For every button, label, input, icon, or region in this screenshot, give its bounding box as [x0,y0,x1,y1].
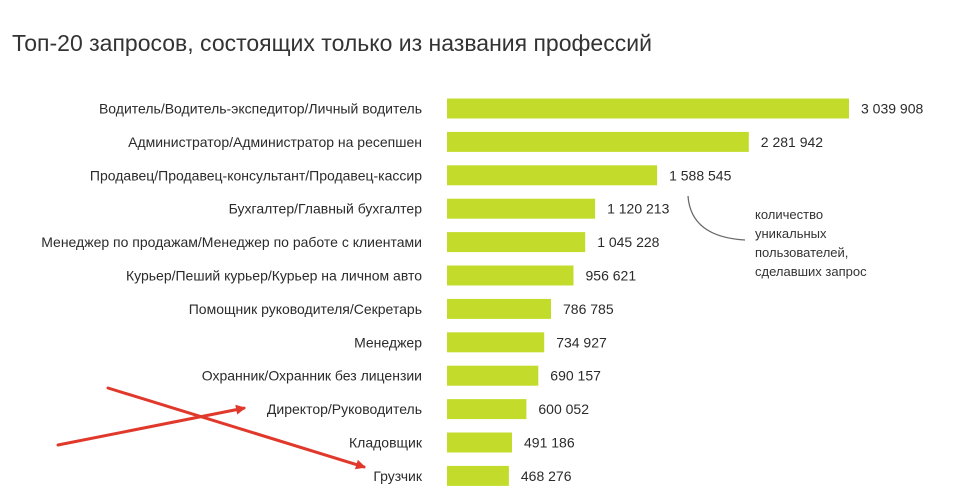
bar-7 [447,298,551,319]
value-label: 786 785 [563,301,614,317]
annotation-line: уникальных [755,226,827,241]
bar-2 [447,131,749,152]
value-label: 1 120 213 [607,201,669,217]
value-label: 2 281 942 [761,134,823,150]
bar-8 [447,332,545,353]
bar-3 [447,165,658,186]
category-label: Курьер/Пеший курьер/Курьер на личном авт… [126,268,422,284]
annotation-line: сделавших запрос [755,264,867,279]
annotation-leader-line [687,195,746,241]
chart-title: Топ-20 запросов, состоящих только из наз… [12,30,652,56]
category-label: Менеджер [354,334,422,350]
category-label: Администратор/Администратор на ресепшен [128,134,422,150]
bars-layer: Водитель/Водитель-экспедитор/Личный води… [41,98,923,486]
value-label: 1 588 545 [669,167,731,183]
highlight-arrows [56,386,366,470]
value-label: 734 927 [556,334,607,350]
value-label: 956 621 [586,268,637,284]
category-label: Водитель/Водитель-экспедитор/Личный води… [99,101,422,117]
category-label: Продавец/Продавец-консультант/Продавец-к… [90,167,422,183]
arrow-to-loader [106,386,366,470]
value-label: 1 045 228 [597,234,659,250]
category-label: Кладовщик [349,435,423,451]
annotation-line: пользователей, [755,245,848,260]
category-label: Менеджер по продажам/Менеджер по работе … [41,234,422,250]
bar-12 [447,465,509,486]
category-label: Помощник руководителя/Секретарь [189,301,422,317]
value-label: 690 157 [550,368,601,384]
value-label: 600 052 [538,401,589,417]
value-label: 468 276 [521,468,572,484]
arrow-to-director [56,404,246,447]
value-label: 3 039 908 [861,101,923,117]
annotation: количество уникальных пользователей, сделав… [687,195,867,279]
bar-9 [447,365,539,386]
category-label: Бухгалтер/Главный бухгалтер [229,201,423,217]
bar-11 [447,432,512,453]
category-label: Грузчик [373,468,422,484]
bar-4 [447,198,596,219]
category-label: Директор/Руководитель [267,401,422,417]
annotation-line: количество [755,207,823,222]
bar-6 [447,265,574,286]
category-label: Охранник/Охранник без лицензии [202,368,422,384]
bar-10 [447,399,527,420]
bar-1 [447,98,849,119]
bar-5 [447,232,586,253]
value-label: 491 186 [524,435,575,451]
